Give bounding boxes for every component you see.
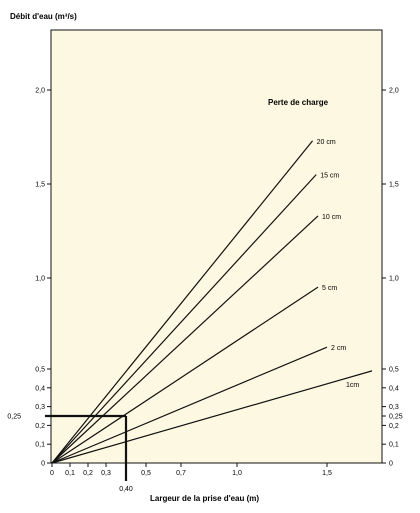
series-label: 5 cm (322, 285, 337, 292)
series-line (51, 370, 373, 464)
x-tick-label: 0,1 (65, 470, 75, 477)
series-line (51, 140, 314, 464)
y-tick-left-label: 0,3 (35, 404, 45, 411)
y-tick-left-label: 0,2 (35, 423, 45, 430)
x-tick-label: 0,7 (176, 470, 186, 477)
annotation-x-label: 0,40 (119, 486, 133, 493)
y-tick-right-label: 0 (389, 461, 393, 468)
y-tick-right-label: 0,2 (389, 423, 399, 430)
series-line (51, 215, 319, 464)
series-label: 15 cm (320, 173, 339, 180)
y-tick-right-label: 0,3 (389, 404, 399, 411)
y-tick-left-label: 2,0 (35, 88, 45, 95)
series-label: 10 cm (322, 214, 341, 221)
y-tick-left-label: 0,1 (35, 442, 45, 449)
series-label: 1cm (346, 382, 359, 389)
y-tick-right-label: 2,0 (389, 88, 399, 95)
y-tick-left-label: 0,4 (35, 385, 45, 392)
y-tick-right-label: 1,5 (389, 182, 399, 189)
y-tick-right-label: 0,5 (389, 367, 399, 374)
y-tick-left-label: 0,5 (35, 367, 45, 374)
x-tick-label: 0,5 (141, 470, 151, 477)
plot-background (50, 29, 383, 464)
x-tick-label: 1,0 (232, 470, 242, 477)
y-tick-right-label: 0,1 (389, 442, 399, 449)
x-axis-title: Largeur de la prise d'eau (m) (150, 494, 259, 503)
y-tick-right-label: 0,4 (389, 385, 399, 392)
y-tick-left-label: 1,0 (35, 276, 45, 283)
series-line (51, 286, 319, 464)
y-tick-right-label: 1,0 (389, 276, 399, 283)
series-label: 20 cm (317, 139, 336, 146)
x-tick-label: 1,5 (322, 470, 332, 477)
series-label: 2 cm (331, 345, 346, 352)
legend-title: Perte de charge (268, 98, 329, 107)
y-tick-left-label: 0 (41, 461, 45, 468)
x-tick-label: 0,3 (101, 470, 111, 477)
x-tick-label: 0 (50, 470, 54, 477)
y-axis-title: Débit d'eau (m³/s) (10, 12, 77, 21)
y-tick-left-label: 1,5 (35, 182, 45, 189)
annotation-y-label: 0,25 (7, 414, 21, 421)
series-line (51, 346, 328, 464)
x-tick-label: 0,2 (83, 470, 93, 477)
y-tick-right-label: 0,25 (389, 414, 403, 421)
